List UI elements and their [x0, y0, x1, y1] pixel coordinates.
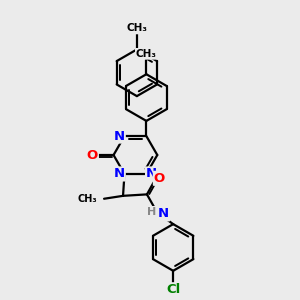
- Text: CH₃: CH₃: [77, 194, 97, 204]
- Text: O: O: [154, 172, 165, 185]
- Text: CH₃: CH₃: [136, 49, 157, 59]
- Text: N: N: [114, 130, 125, 142]
- Text: N: N: [158, 207, 169, 220]
- Text: O: O: [87, 148, 98, 161]
- Text: Cl: Cl: [166, 283, 180, 296]
- Text: N: N: [114, 167, 125, 181]
- Text: H: H: [147, 207, 157, 217]
- Text: CH₃: CH₃: [126, 23, 147, 33]
- Text: N: N: [146, 167, 157, 181]
